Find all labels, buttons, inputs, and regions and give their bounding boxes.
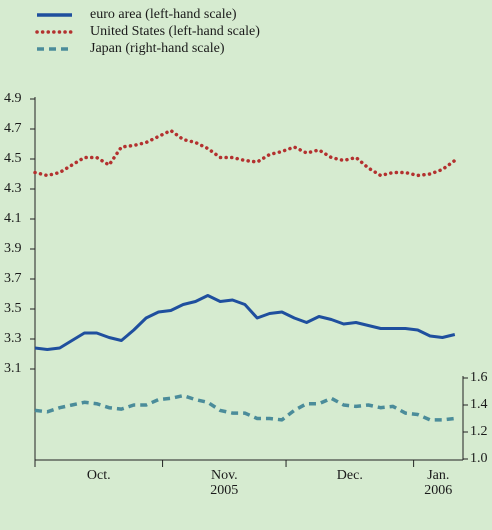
y-tick-label: 3.3 [4, 331, 22, 346]
x-year-label: 2006 [424, 483, 452, 498]
x-tick-label: Nov. [211, 468, 238, 483]
x-year-label: 2005 [210, 483, 238, 498]
y-tick-label: 4.1 [4, 211, 22, 226]
x-tick-label: Dec. [337, 468, 363, 483]
series-line [34, 294, 456, 351]
y-tick-label: 4.3 [4, 181, 22, 196]
y2-tick-label: 1.0 [470, 451, 488, 466]
y-tick-label: 3.9 [4, 241, 22, 256]
y-tick-label: 3.7 [4, 271, 22, 286]
y-tick-label: 4.5 [4, 151, 22, 166]
series-line [34, 393, 455, 422]
legend-label: Japan (right-hand scale) [90, 41, 225, 56]
y-tick-label: 3.1 [4, 361, 22, 376]
x-tick-label: Jan. [427, 468, 449, 483]
legend-label: United States (left-hand scale) [90, 24, 260, 39]
y2-tick-label: 1.2 [470, 424, 488, 439]
series-line [33, 128, 457, 178]
y2-tick-label: 1.4 [470, 397, 488, 412]
y-tick-label: 4.9 [4, 91, 22, 106]
y-tick-label: 3.5 [4, 301, 22, 316]
y2-tick-label: 1.6 [470, 370, 488, 385]
x-tick-label: Oct. [87, 468, 111, 483]
legend-label: euro area (left-hand scale) [90, 7, 237, 22]
y-tick-label: 4.7 [4, 121, 22, 136]
